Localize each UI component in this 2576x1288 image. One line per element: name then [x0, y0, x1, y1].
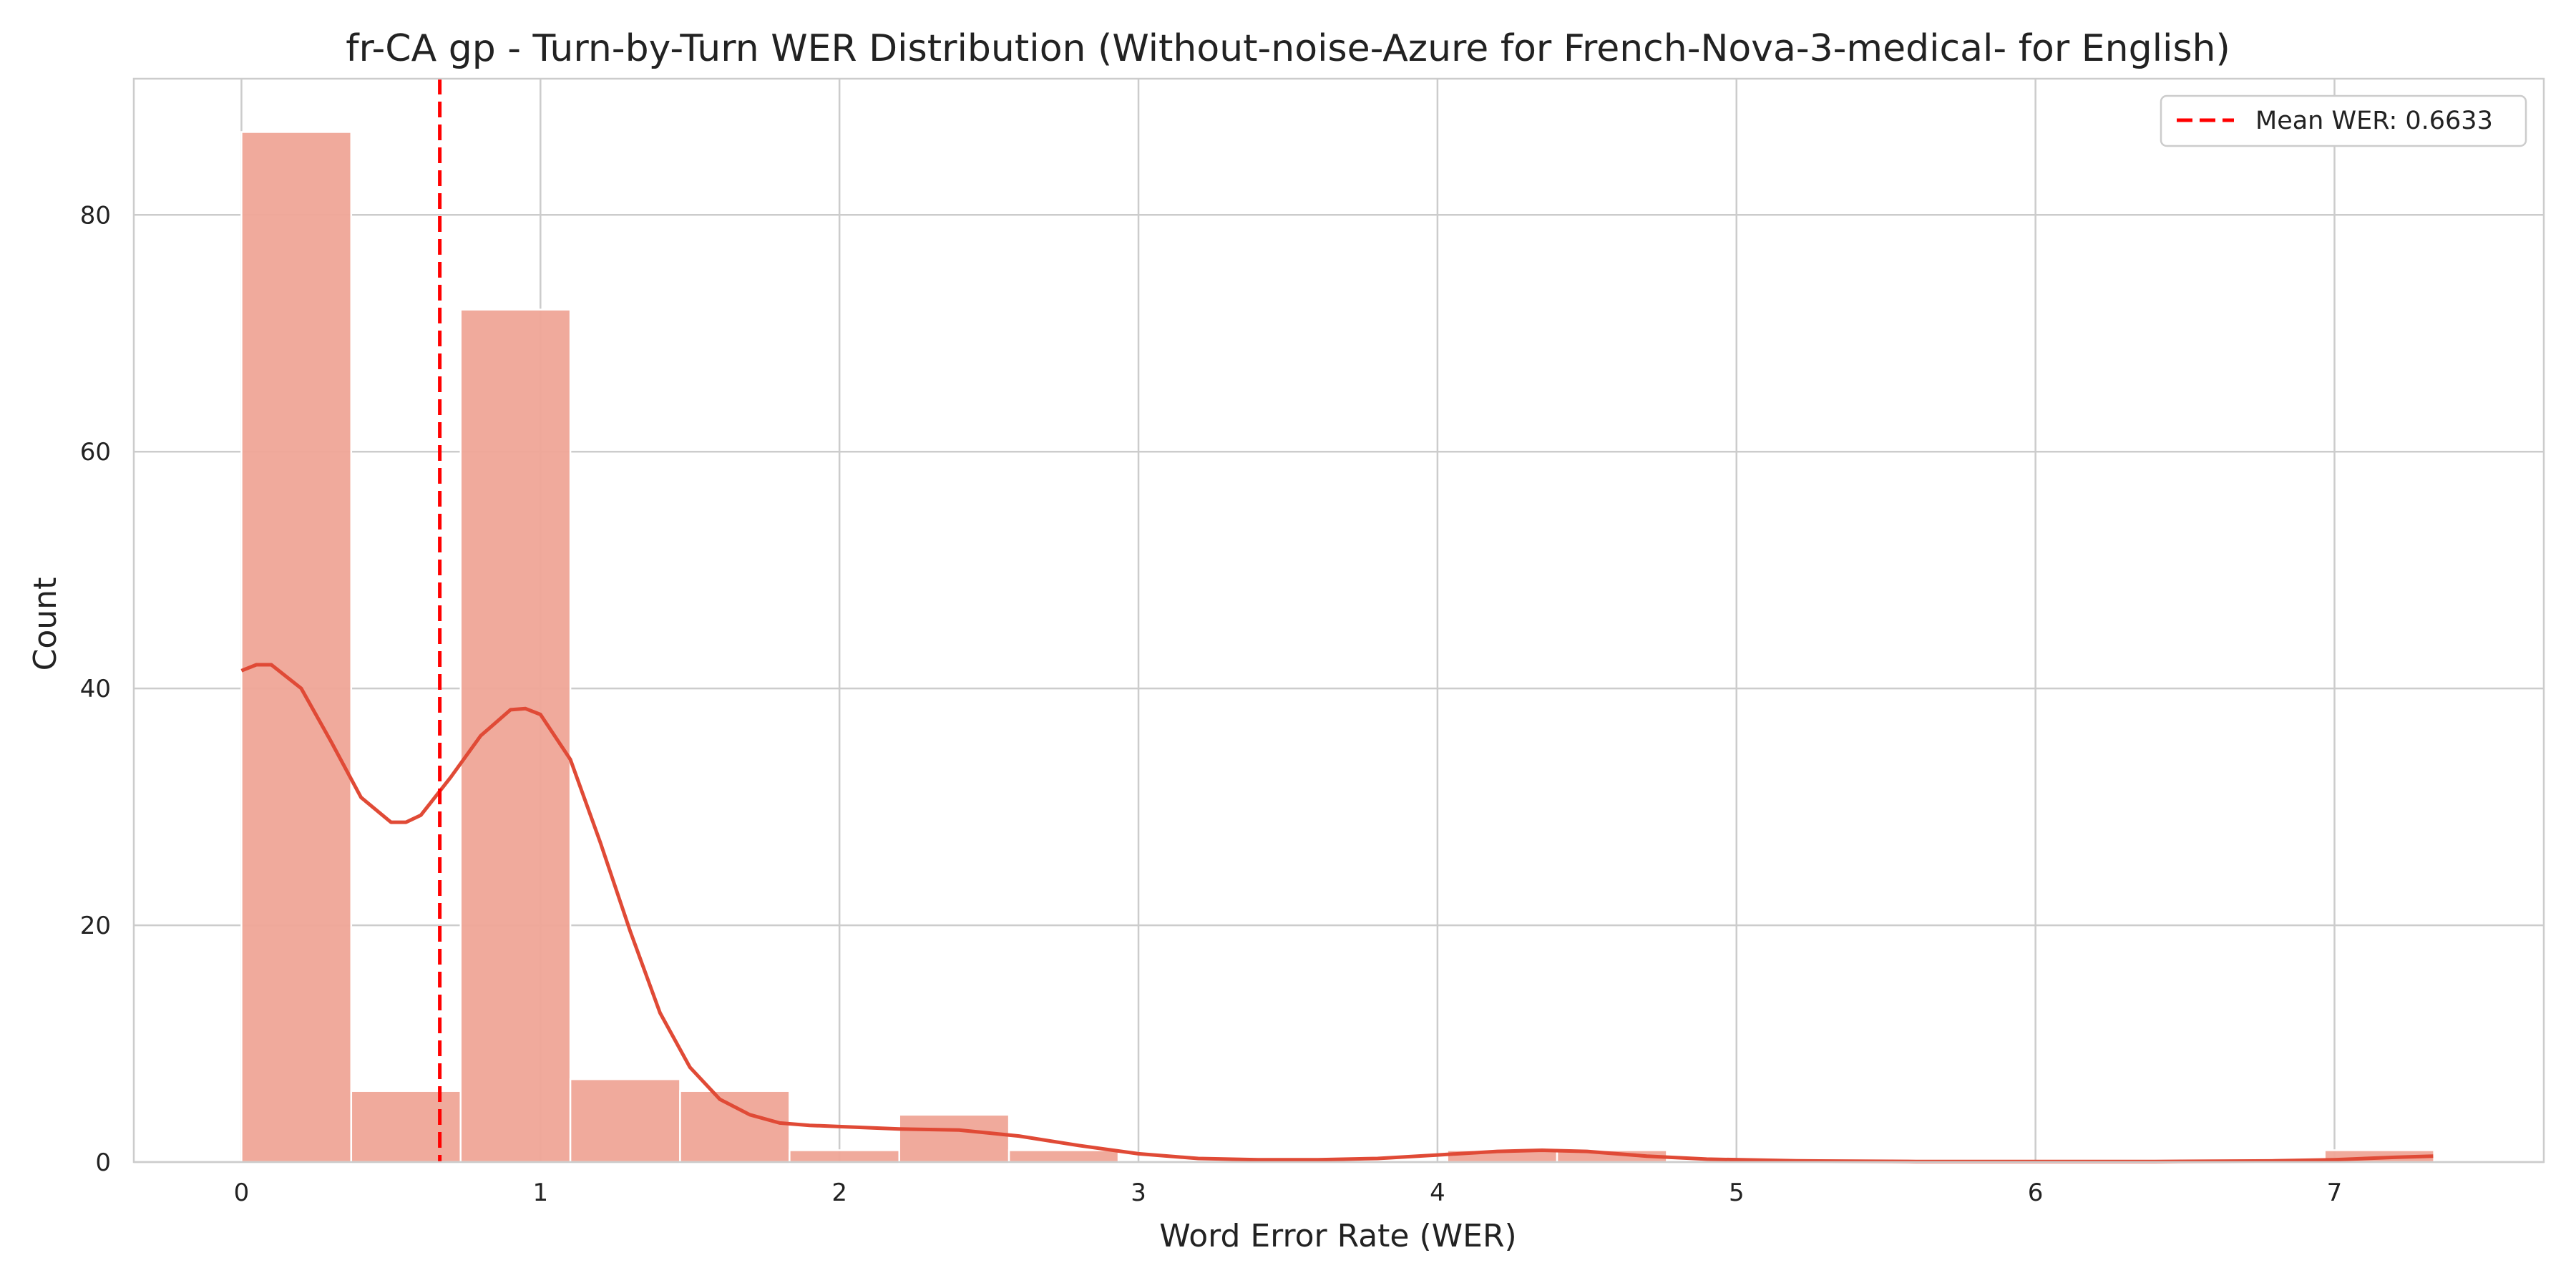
- chart-title: fr-CA gp - Turn-by-Turn WER Distribution…: [346, 27, 2230, 70]
- y-tick-label: 0: [95, 1148, 111, 1177]
- x-tick-label: 3: [1131, 1179, 1146, 1207]
- y-tick-label: 60: [80, 438, 111, 467]
- histogram-bar: [898, 1113, 1010, 1163]
- y-tick-label: 20: [80, 912, 111, 940]
- histogram-bar: [350, 1090, 462, 1163]
- histogram-bar: [1008, 1149, 1120, 1163]
- x-axis-ticks: 0 1 2 3 4 5 6 7: [234, 1179, 2343, 1207]
- y-axis-label: Count: [27, 577, 64, 671]
- x-tick-label: 0: [234, 1179, 250, 1207]
- histogram-bar: [240, 131, 353, 1163]
- histogram-bars: [240, 131, 2435, 1163]
- plot-area-frame: [132, 77, 2545, 1163]
- x-tick-label: 7: [2327, 1179, 2343, 1207]
- x-tick-label: 5: [1729, 1179, 1745, 1207]
- histogram-bar: [789, 1149, 900, 1163]
- histogram-bar: [569, 1078, 681, 1163]
- y-tick-label: 80: [80, 201, 111, 230]
- histogram-bar: [679, 1090, 791, 1163]
- legend-mean-label: Mean WER: 0.6633: [2255, 107, 2493, 135]
- y-axis-ticks: 0 20 40 60 80: [80, 201, 111, 1177]
- kde-curve: [240, 663, 2434, 1163]
- y-tick-label: 40: [80, 675, 111, 703]
- x-tick-label: 2: [831, 1179, 847, 1207]
- legend-box: [2160, 94, 2527, 147]
- x-tick-label: 6: [2028, 1179, 2044, 1207]
- x-tick-label: 4: [1430, 1179, 1445, 1207]
- x-axis-label: Word Error Rate (WER): [1159, 1218, 1516, 1254]
- x-tick-label: 1: [532, 1179, 548, 1207]
- legend: Mean WER: 0.6633: [2160, 94, 2527, 147]
